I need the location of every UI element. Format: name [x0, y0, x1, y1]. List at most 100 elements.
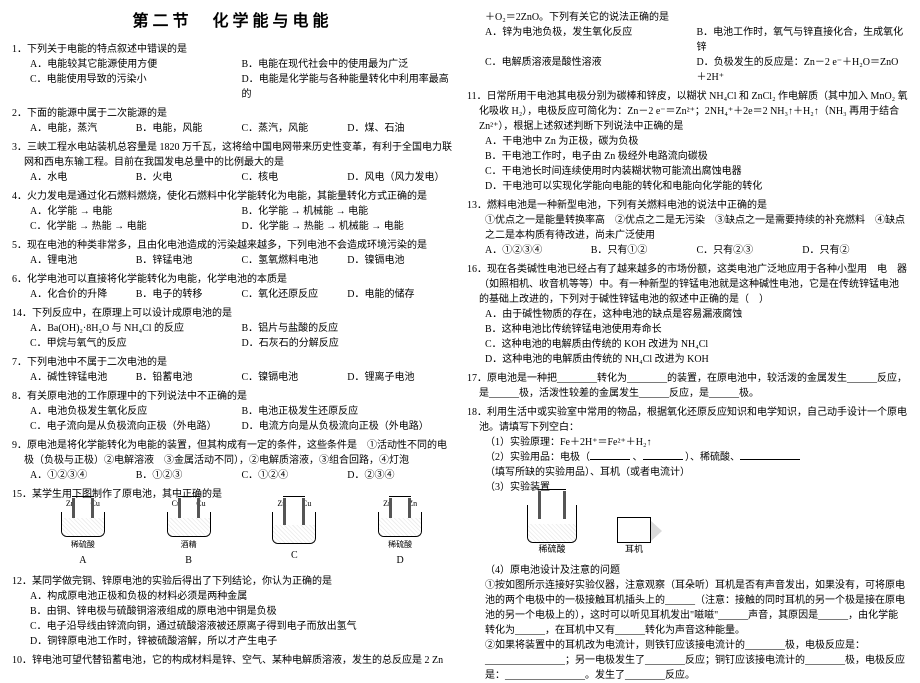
q3-A: A．水电: [30, 170, 136, 185]
beaker-label: 稀硫酸: [527, 543, 577, 557]
q7-B: B．铅蓄电池: [136, 370, 242, 385]
q11-D: D．干电池可以实现化学能向电能的转化和电能向化学能的转化: [485, 179, 908, 194]
q12: 12．某同学做完铜、锌原电池的实验后得出了下列结论，你认为正确的是 A．构成原电…: [12, 574, 453, 649]
q6-B: B．电子的转移: [136, 287, 242, 302]
q2-C: C．蒸汽，风能: [242, 121, 348, 136]
q13-sub: ①优点之一是能量转换率高 ②优点之二是无污染 ③缺点之一是需要持续的补充燃料 ④…: [467, 213, 908, 243]
cell-B-label: B: [185, 553, 192, 568]
q3-C: C．核电: [242, 170, 348, 185]
q5-stem: 5．现在电池的种类非常多，且由化电池造成的污染越来越多，下列电池不会造成环境污染…: [12, 238, 453, 253]
q2-D: D．煤、石油: [347, 121, 453, 136]
q7: 7．下列电池中不属于二次电池的是 A．碱性锌锰电池 B．铅蓄电池 C．镍镉电池 …: [12, 355, 453, 385]
q14-D: D．石灰石的分解反应: [242, 336, 454, 351]
q13-B: B．只有①②: [591, 243, 697, 258]
q10-cont-stem: ＋O₂＝2ZnO。下列有关它的说法正确的是: [467, 10, 908, 25]
q10: 10．锌电池可望代替铅蓄电池，它的构成材料是锌、空气、某种电解质溶液，发生的总反…: [12, 653, 453, 668]
q1-stem: 1．下列关于电能的特点叙述中错误的是: [12, 42, 453, 57]
q18-s2: （2）实验用品：电极（ 、 ）、稀硫酸、: [467, 450, 908, 465]
cell-D-sol: 稀硫酸: [388, 539, 412, 551]
q11-A: A．干电池中 Zn 为正极，碳为负极: [485, 134, 908, 149]
q9-D: D．②③④: [347, 468, 453, 483]
q12-A: A．构成原电池正极和负极的材料必须是两种金属: [30, 589, 453, 604]
section-title: 第二节 化学能与电能: [12, 10, 453, 34]
q18-s1: （1）实验原理：Fe＋2H⁺＝Fe²⁺＋H₂↑: [467, 435, 908, 450]
exp-beaker: 稀硫酸: [527, 501, 577, 557]
q6-D: D．电能的储存: [347, 287, 453, 302]
blank: [590, 459, 630, 460]
cell-C: Zn Cu C: [259, 508, 329, 568]
q5-D: D．镍镉电池: [347, 253, 453, 268]
q7-C: C．镍镉电池: [242, 370, 348, 385]
q18-s4: （4）原电池设计及注意的问题: [467, 563, 908, 578]
q4-A: A．化学能 → 电能: [30, 204, 242, 219]
q17: 17．原电池是一种把________转化为________的装置，在原电池中，较…: [467, 371, 908, 401]
q17-stem: 17．原电池是一种把________转化为________的装置，在原电池中，较…: [467, 371, 908, 401]
q18-p2: ②如果将装置中的耳机改为电流计，则铁钉应该接电流计的________极，电极反应…: [467, 638, 908, 683]
q2-stem: 2．下面的能源中属于二次能源的是: [12, 106, 453, 121]
q3-B: B．火电: [136, 170, 242, 185]
q1-D: D．电能是化学能与各种能量转化中利用率最高的: [242, 72, 454, 102]
cell-D: Zn Zn 稀硫酸 D: [365, 508, 435, 568]
q12-B: B．由铜、锌电极与硫酸铜溶液组成的原电池中铜是负极: [30, 604, 453, 619]
q9-B: B．①②③: [136, 468, 242, 483]
q14-A: A．Ba(OH)₂·8H₂O 与 NH₄Cl 的反应: [30, 321, 242, 336]
q10-B: B．电池工作时，氧气与锌直接化合，生成氧化锌: [697, 25, 909, 55]
cell-D-label: D: [397, 553, 404, 568]
q16-A: A．由于碱性物质的存在，这种电池的缺点是容易漏液腐蚀: [485, 307, 908, 322]
q6-C: C．氧化还原反应: [242, 287, 348, 302]
q4-B: B．化学能 → 机械能 → 电能: [242, 204, 454, 219]
q6-stem: 6．化学电池可以直接将化学能转化为电能，化学电池的本质是: [12, 272, 453, 287]
q4: 4．火力发电是通过化石燃料燃烧，使化石燃料中化学能转化为电能，其能量转化方式正确…: [12, 189, 453, 234]
q8-C: C．电子流向是从负极流向正极（外电路）: [30, 419, 242, 434]
q10-A: A．锌为电池负极，发生氧化反应: [485, 25, 697, 55]
q5-A: A．锂电池: [30, 253, 136, 268]
cell-A: Zn Cu 稀硫酸 A: [48, 508, 118, 568]
q13-A: A．①②③④: [485, 243, 591, 258]
q18-stem: 18．利用生活中或实验室中常用的物品，根据氧化还原反应知识和电学知识，自己动手设…: [467, 405, 908, 435]
q3-stem: 3．三峡工程水电站装机总容量是 1820 万千瓦，这将给中国电网带来历史性变革，…: [12, 140, 453, 170]
q13: 13．燃料电池是一种新型电池，下列有关燃料电池的说法中正确的是 ①优点之一是能量…: [467, 198, 908, 258]
cell-A-sol: 稀硫酸: [71, 539, 95, 551]
right-column: ＋O₂＝2ZnO。下列有关它的说法正确的是 A．锌为电池负极，发生氧化反应 B．…: [467, 10, 908, 640]
cell-A-label: A: [79, 553, 86, 568]
q7-A: A．碱性锌锰电池: [30, 370, 136, 385]
cell-diagrams: Zn Cu 稀硫酸 A Cu Cu 酒精 B Zn Cu: [30, 508, 453, 568]
q10-cont: ＋O₂＝2ZnO。下列有关它的说法正确的是 A．锌为电池负极，发生氧化反应 B．…: [467, 10, 908, 85]
q5-C: C．氢氧燃料电池: [242, 253, 348, 268]
q18-s2b: （填写所缺的实验用品）、耳机（或者电流计）: [467, 465, 908, 480]
q9-A: A．①②③④: [30, 468, 136, 483]
q11-C: C．干电池长时间连续使用时内装糊状物可能流出腐蚀电器: [485, 164, 908, 179]
q1-C: C．电能使用导致的污染小: [30, 72, 242, 102]
q9: 9．原电池是将化学能转化为电能的装置，但其构成有一定的条件，这些条件是 ①活动性…: [12, 438, 453, 483]
q7-D: D．锂离子电池: [347, 370, 453, 385]
q11: 11．日常所用干电池其电极分别为碳棒和锌皮，以糊状 NH₄Cl 和 ZnCl₂ …: [467, 89, 908, 194]
q10-C: C．电解质溶液是酸性溶液: [485, 55, 697, 85]
q4-D: D．化学能 → 热能 → 机械能 → 电能: [242, 219, 454, 234]
q16-stem: 16．现在各类碱性电池已经占有了越来越多的市场份额，这类电池广泛地应用于各种小型…: [467, 262, 908, 307]
q11-stem: 11．日常所用干电池其电极分别为碳棒和锌皮，以糊状 NH₄Cl 和 ZnCl₂ …: [467, 89, 908, 134]
q18-s2r: ）、稀硫酸、: [685, 452, 740, 463]
q1: 1．下列关于电能的特点叙述中错误的是 A．电能较其它能源使用方便 B．电能在现代…: [12, 42, 453, 102]
q2-B: B．电能，风能: [136, 121, 242, 136]
q8-stem: 8．有关原电池的工作原理中的下列说法中不正确的是: [12, 389, 453, 404]
q6: 6．化学电池可以直接将化学能转化为电能，化学电池的本质是 A．化合价的升降 B．…: [12, 272, 453, 302]
q14-stem: 14．下列反应中，在原理上可以设计成原电池的是: [12, 306, 453, 321]
q8-D: D．电流方向是从负极流向正极（外电路）: [242, 419, 454, 434]
q10-D: D．负极发生的反应是：Zn－2 e⁻＋H₂O＝ZnO＋2H⁺: [697, 55, 909, 85]
q7-stem: 7．下列电池中不属于二次电池的是: [12, 355, 453, 370]
q3: 3．三峡工程水电站装机总容量是 1820 万千瓦，这将给中国电网带来历史性变革，…: [12, 140, 453, 185]
earphone-diagram: 稀硫酸 耳机: [527, 501, 908, 557]
q12-stem: 12．某同学做完铜、锌原电池的实验后得出了下列结论，你认为正确的是: [12, 574, 453, 589]
q18-p1: ①按如图所示连接好实验仪器，注意观察（耳朵听）耳机是否有声音发出，如果没有，可将…: [467, 578, 908, 638]
q14: 14．下列反应中，在原理上可以设计成原电池的是 A．Ba(OH)₂·8H₂O 与…: [12, 306, 453, 351]
q9-stem: 9．原电池是将化学能转化为电能的装置，但其构成有一定的条件，这些条件是 ①活动性…: [12, 438, 453, 468]
q14-C: C．甲烷与氧气的反应: [30, 336, 242, 351]
q16: 16．现在各类碱性电池已经占有了越来越多的市场份额，这类电池广泛地应用于各种小型…: [467, 262, 908, 367]
q12-D: D．铜锌原电池工作时，锌被硫酸溶解，所以才产生电子: [30, 634, 453, 649]
q10-stem: 10．锌电池可望代替铅蓄电池，它的构成材料是锌、空气、某种电解质溶液，发生的总反…: [12, 653, 453, 668]
q1-B: B．电能在现代社会中的使用最为广泛: [242, 57, 454, 72]
ear-label: 耳机: [617, 543, 651, 557]
q9-C: C．①②④: [242, 468, 348, 483]
q14-B: B．铝片与盐酸的反应: [242, 321, 454, 336]
q5: 5．现在电池的种类非常多，且由化电池造成的污染越来越多，下列电池不会造成环境污染…: [12, 238, 453, 268]
